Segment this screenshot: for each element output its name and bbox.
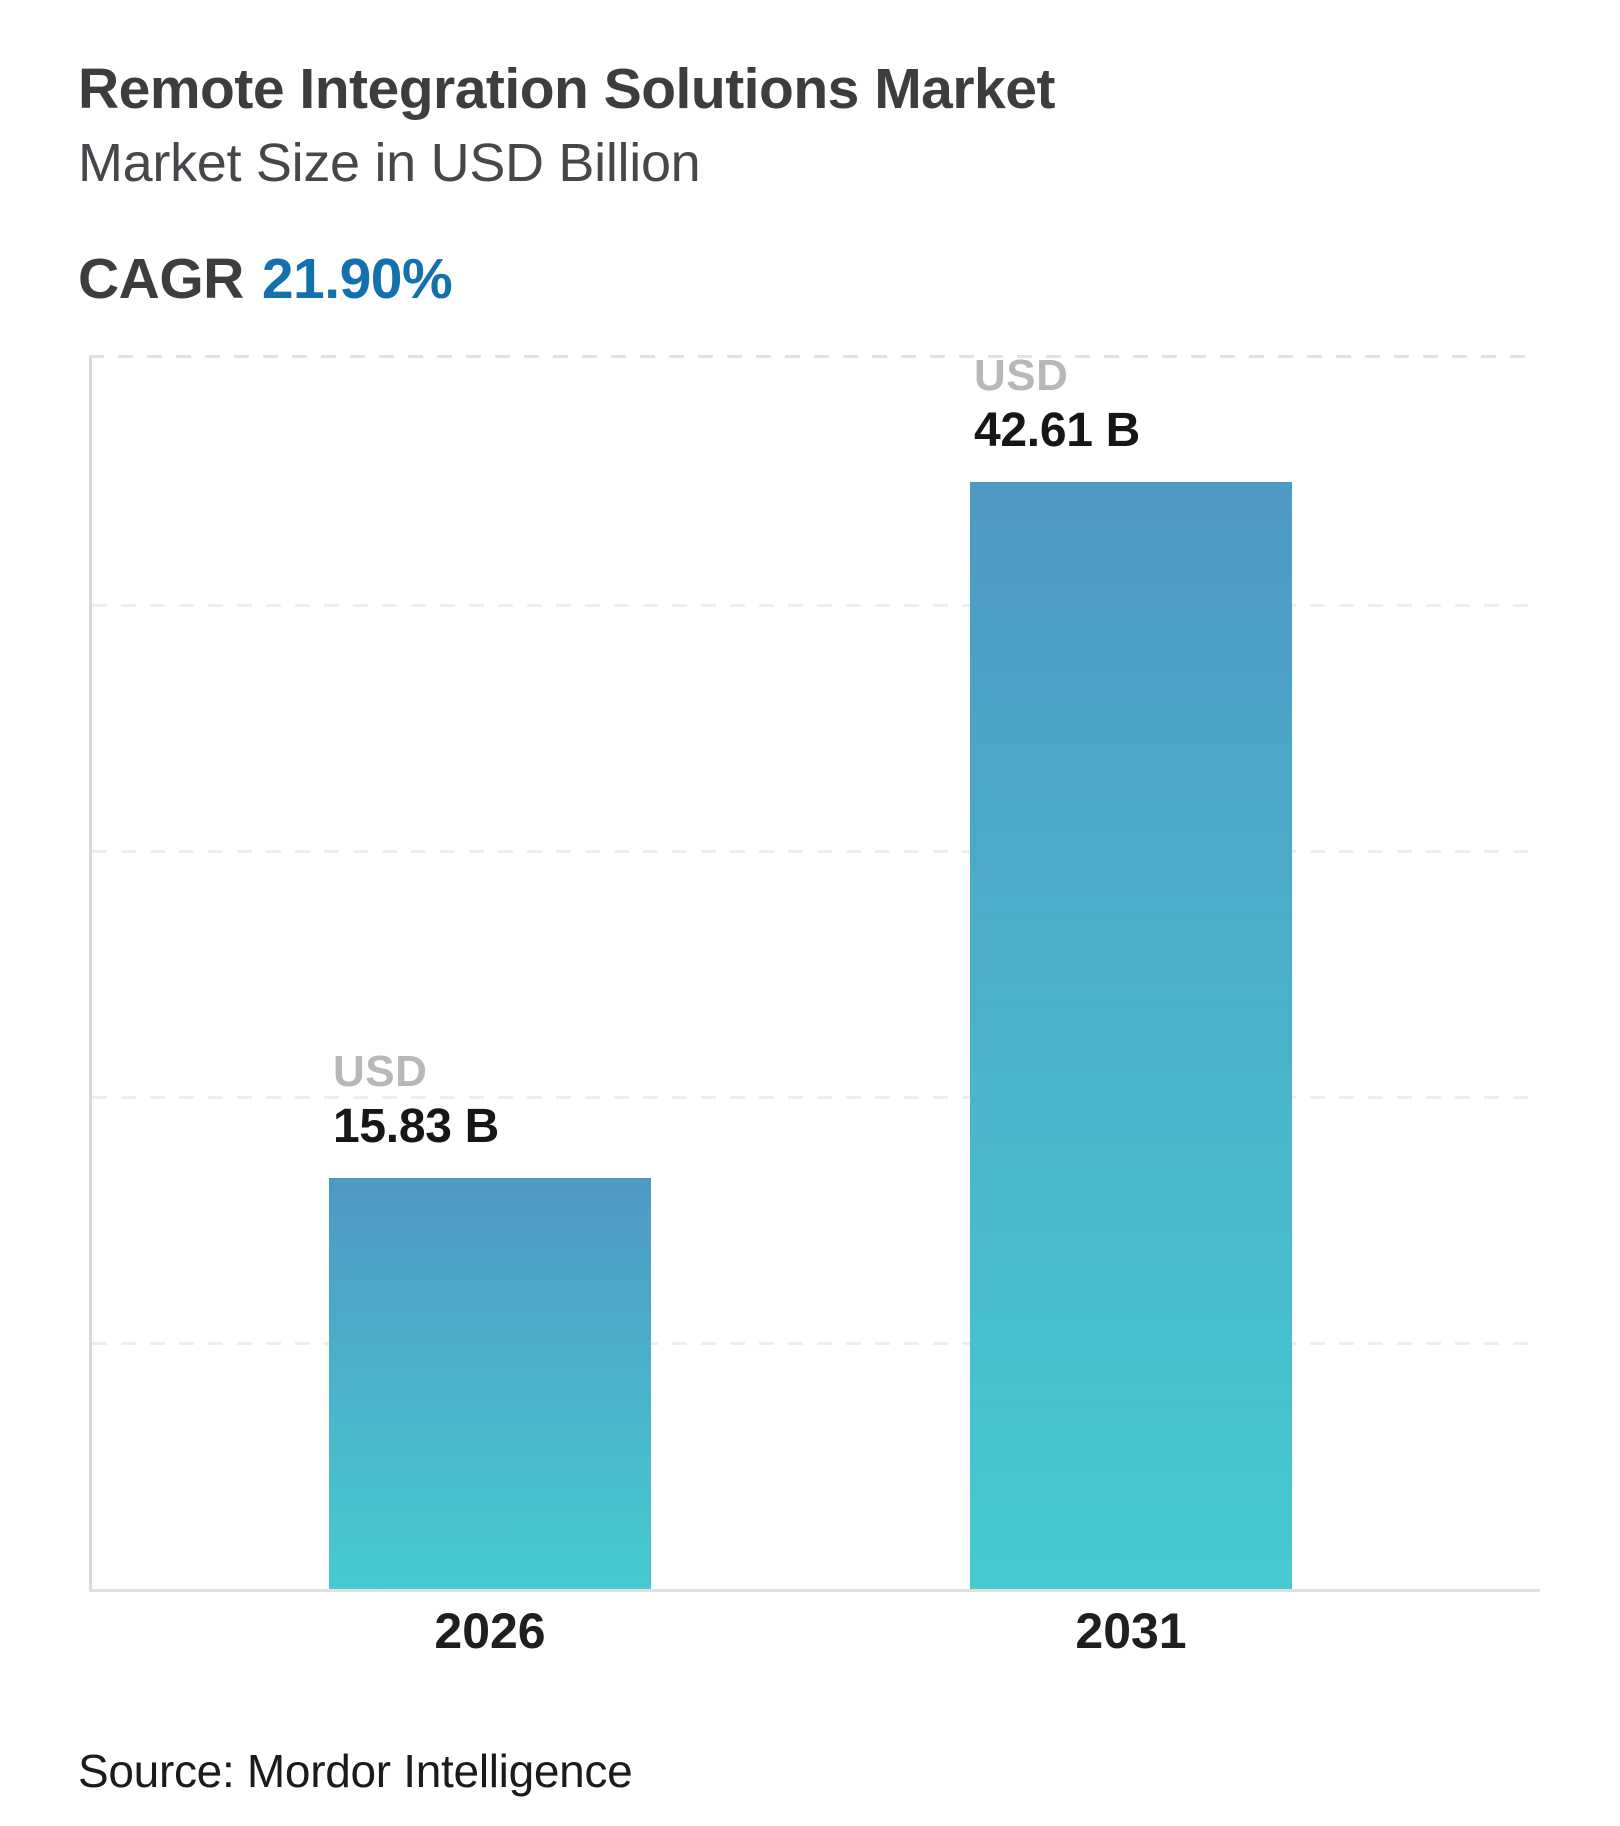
chart-title: Remote Integration Solutions Market xyxy=(78,57,1055,121)
gridline xyxy=(92,1096,1528,1099)
x-axis-label-2026: 2026 xyxy=(434,1603,546,1659)
y-axis-line xyxy=(89,357,92,1592)
bar-value-label-2026: USD 15.83 B xyxy=(333,1046,499,1156)
value-label: 15.83 B xyxy=(333,1100,500,1153)
header: Remote Integration Solutions Market Mark… xyxy=(78,57,1055,312)
bar-2026 xyxy=(329,1178,651,1589)
x-axis-label-2031: 2031 xyxy=(1075,1603,1187,1659)
value-label: 42.61 B xyxy=(974,404,1141,457)
bar-2031 xyxy=(970,482,1292,1589)
cagr-value: 21.90% xyxy=(261,246,453,311)
currency-label: USD xyxy=(333,1047,428,1096)
plot-area: USD 15.83 B 2026 USD 42.61 B 2031 xyxy=(89,351,1540,1656)
x-axis-line xyxy=(89,1589,1540,1592)
cagr-line: CAGR 21.90% xyxy=(78,246,1055,312)
plot-top-border xyxy=(89,355,1528,358)
gridline xyxy=(92,1342,1528,1345)
source-note: Source: Mordor Intelligence xyxy=(78,1745,633,1797)
currency-label: USD xyxy=(974,351,1069,400)
gridline xyxy=(92,850,1528,853)
gridline xyxy=(92,604,1528,607)
chart-subtitle: Market Size in USD Billion xyxy=(78,132,701,193)
bar-value-label-2031: USD 42.61 B xyxy=(974,350,1140,460)
cagr-label: CAGR xyxy=(78,246,244,311)
